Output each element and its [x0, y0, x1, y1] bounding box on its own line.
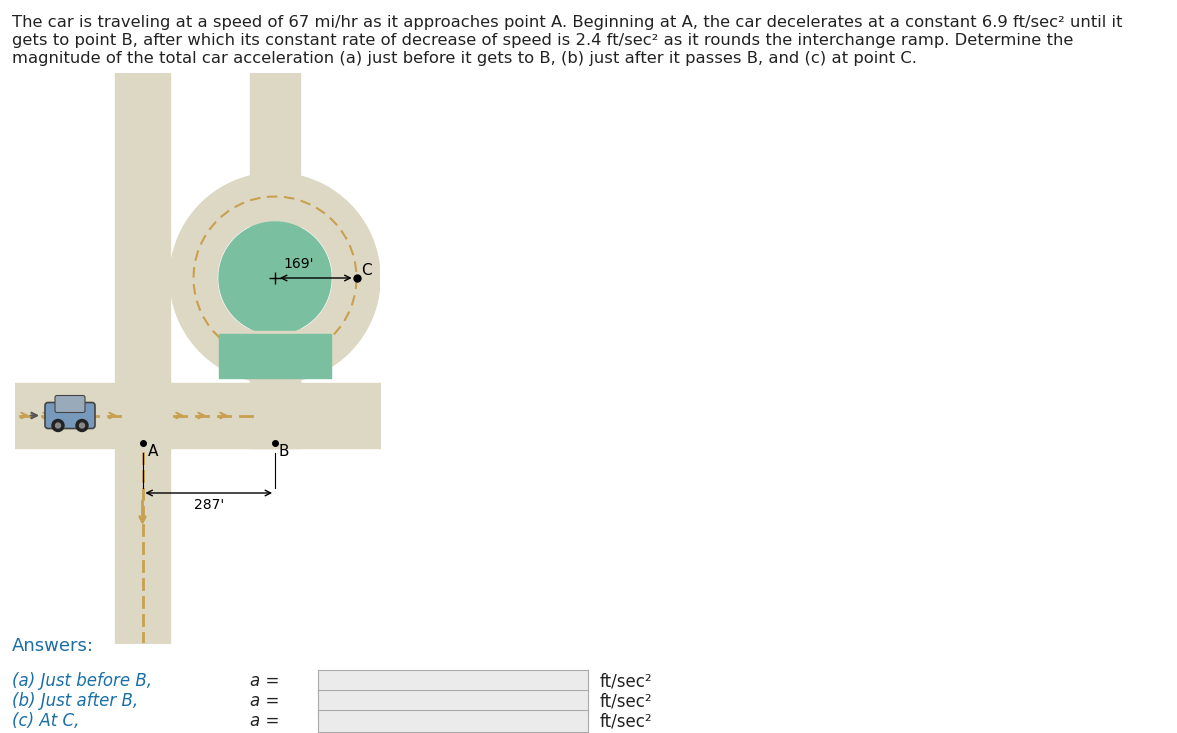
Text: a =: a =	[250, 692, 279, 710]
FancyBboxPatch shape	[55, 396, 85, 413]
Text: The car is traveling at a speed of 67 mi/hr as it approaches point A. Beginning : The car is traveling at a speed of 67 mi…	[12, 15, 1123, 30]
Text: 287': 287'	[194, 498, 224, 512]
FancyBboxPatch shape	[45, 402, 95, 429]
Text: (a) Just before B,: (a) Just before B,	[12, 672, 152, 690]
Text: i: i	[301, 713, 306, 729]
Polygon shape	[219, 222, 331, 334]
Text: 169': 169'	[282, 257, 313, 271]
Text: ft/sec²: ft/sec²	[600, 692, 652, 710]
Text: ft/sec²: ft/sec²	[600, 712, 652, 730]
Text: B: B	[278, 444, 288, 459]
Circle shape	[80, 423, 85, 428]
Text: a =: a =	[250, 712, 279, 730]
Circle shape	[77, 419, 88, 432]
Circle shape	[52, 419, 64, 432]
Text: ft/sec²: ft/sec²	[600, 672, 652, 690]
Polygon shape	[169, 173, 380, 383]
Circle shape	[55, 423, 60, 428]
Text: i: i	[301, 693, 306, 709]
Text: Answers:: Answers:	[12, 637, 94, 655]
Text: i: i	[301, 674, 306, 688]
Text: gets to point B, after which its constant rate of decrease of speed is 2.4 ft/se: gets to point B, after which its constan…	[12, 33, 1073, 48]
Text: C: C	[361, 263, 372, 278]
Text: magnitude of the total car acceleration (a) just before it gets to B, (b) just a: magnitude of the total car acceleration …	[12, 51, 917, 66]
Text: a =: a =	[250, 672, 279, 690]
Text: (b) Just after B,: (b) Just after B,	[12, 692, 138, 710]
Text: (c) At C,: (c) At C,	[12, 712, 79, 730]
Text: A: A	[147, 444, 158, 459]
